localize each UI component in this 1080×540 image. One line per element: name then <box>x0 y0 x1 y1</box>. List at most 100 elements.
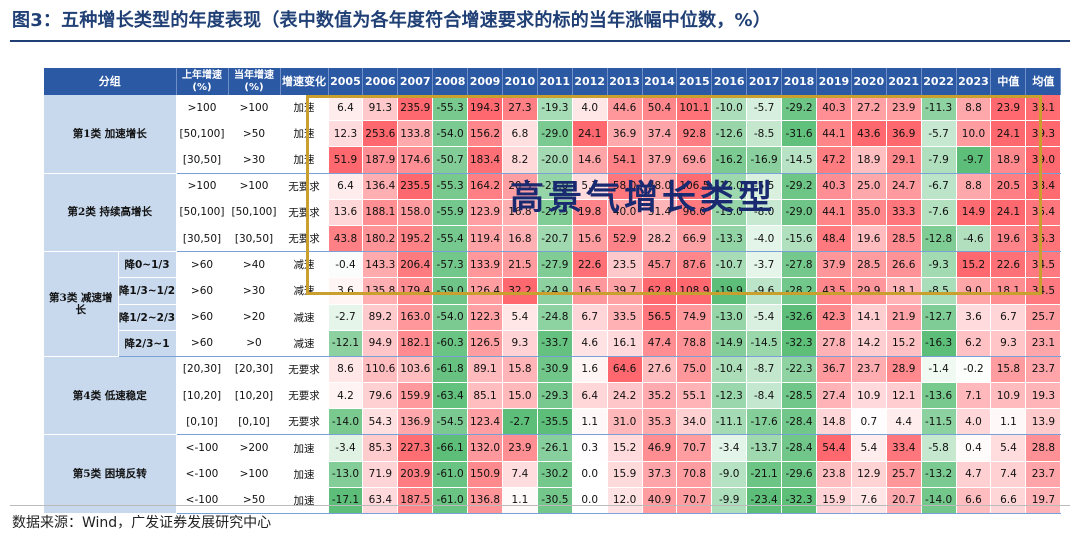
value-cell-2013: 58.0 <box>607 173 643 200</box>
value-cell-2022: -13.6 <box>921 382 957 410</box>
header-year-2005: 2005 <box>328 68 364 95</box>
value-cell-2021: 26.6 <box>886 251 922 279</box>
value-cell-2023: 4.7 <box>956 461 992 488</box>
value-cell-2016: -12.6 <box>711 120 748 148</box>
value-cell-2020: 14.2 <box>851 330 887 357</box>
header-year-2014: 2014 <box>642 68 678 95</box>
value-cell-2005: 43.8 <box>328 225 364 253</box>
prev-growth-cell: >60 <box>176 277 229 305</box>
value-cell-2005: -17.1 <box>328 487 364 515</box>
value-cell-2015: 70.7 <box>676 434 713 462</box>
value-cell-2010: 32.2 <box>502 277 538 305</box>
growth-change-cell: 加速 <box>280 146 329 174</box>
value-cell-2006: 143.3 <box>362 251 399 279</box>
value-cell-2023: 10.0 <box>956 120 992 148</box>
value-cell-2022: -1.4 <box>921 356 957 384</box>
value-cell-2009: 126.4 <box>467 277 503 305</box>
group-label: 第4类 低速稳定 <box>44 356 177 436</box>
value-cell-2023: 9.0 <box>956 277 992 305</box>
prev-growth-cell: [0,10] <box>176 408 229 436</box>
header-year-2017: 2017 <box>746 68 783 95</box>
header-year-2009: 2009 <box>467 68 503 95</box>
value-cell-2006: 54.3 <box>362 408 399 436</box>
curr-growth-cell: [50,100] <box>228 199 281 226</box>
value-cell-2013: 12.0 <box>607 487 643 515</box>
value-cell-2019: 36.7 <box>816 356 852 384</box>
table-row: 第5类 困境反转 <-100 >200 加速 -3.4 85.3 227.3 -66.1 132… <box>44 434 1062 514</box>
value-cell-2008: -61.0 <box>432 487 469 515</box>
value-cell-2019: 27.4 <box>816 382 852 410</box>
value-cell-2019: 43.5 <box>816 277 852 305</box>
value-cell-2016: -10.4 <box>711 356 748 384</box>
median-cell: 15.8 <box>990 356 1027 384</box>
value-cell-2019: 44.1 <box>816 120 852 148</box>
value-cell-2015: 96.0 <box>676 199 713 226</box>
header-year-2015: 2015 <box>676 68 713 95</box>
value-cell-2006: 85.3 <box>362 434 399 462</box>
table-row: 第3类 减速增长 降0~1/3 >60 >40 减速 -0.4 143.3 206.4 -57.… <box>44 251 1062 357</box>
prev-growth-cell: <-100 <box>176 487 229 515</box>
value-cell-2007: 206.4 <box>397 251 434 279</box>
value-cell-2013: 15.2 <box>607 434 643 462</box>
value-cell-2017: -23.4 <box>746 487 783 515</box>
value-cell-2015: 75.0 <box>676 356 713 384</box>
group-label: 第5类 困境反转 <box>44 434 177 514</box>
mean-cell: 36.3 <box>1025 225 1062 253</box>
value-cell-2006: 94.9 <box>362 330 399 357</box>
value-cell-2010: 1.1 <box>502 487 538 515</box>
median-cell: 6.7 <box>990 304 1027 331</box>
curr-growth-cell: >100 <box>228 173 281 200</box>
value-cell-2014: 31.4 <box>642 199 678 226</box>
figure-title: 图3：五种增长类型的年度表现（表中数值为各年度符合增速要求的标的当年涨幅中位数，… <box>12 10 771 31</box>
mean-cell: 34.5 <box>1025 251 1062 279</box>
value-cell-2014: 40.9 <box>642 487 678 515</box>
value-cell-2007: 235.5 <box>397 173 434 200</box>
mean-cell: 39.0 <box>1025 146 1062 174</box>
value-cell-2015: 70.8 <box>676 461 713 488</box>
mean-cell: 35.4 <box>1025 199 1062 226</box>
value-cell-2006: 187.9 <box>362 146 399 174</box>
table-row: 第2类 持续高增长 >100 >100 无要求 6.4 136.4 235.5 -55.3 16… <box>44 173 1062 253</box>
value-cell-2023: -4.6 <box>956 225 992 253</box>
value-cell-2012: 15.6 <box>572 225 608 253</box>
overlay-annotation: 高景气增长类型 <box>510 178 776 218</box>
header-year-2010: 2010 <box>502 68 538 95</box>
value-cell-2011: -23.0 <box>537 173 573 200</box>
value-cell-2020: 27.2 <box>851 95 887 122</box>
value-cell-2005: -13.0 <box>328 461 364 488</box>
value-cell-2016: -14.9 <box>711 330 748 357</box>
value-cell-2021: 4.4 <box>886 408 922 436</box>
header-prev-growth: 上年增速(%) <box>176 68 229 95</box>
value-cell-2013: 36.9 <box>607 120 643 148</box>
header-group: 分组 <box>44 68 177 95</box>
value-cell-2012: 1.6 <box>572 356 608 384</box>
growth-change-cell: 无要求 <box>280 382 329 410</box>
value-cell-2008: -57.3 <box>432 251 469 279</box>
mean-cell: 19.7 <box>1025 487 1062 515</box>
value-cell-2023: 7.1 <box>956 382 992 410</box>
value-cell-2020: 23.7 <box>851 356 887 384</box>
value-cell-2007: 187.5 <box>397 487 434 515</box>
value-cell-2007: 227.3 <box>397 434 434 462</box>
value-cell-2009: 194.3 <box>467 95 503 122</box>
value-cell-2013: 16.1 <box>607 330 643 357</box>
table-row: [30,50] >30 加速 51.9 187.9 174.6 -50.7 183.4 8.2-… <box>44 146 1062 174</box>
value-cell-2020: 19.6 <box>851 225 887 253</box>
value-cell-2006: 63.4 <box>362 487 399 515</box>
value-cell-2023: 14.9 <box>956 199 992 226</box>
curr-growth-cell: >50 <box>228 120 281 148</box>
value-cell-2023: 4.0 <box>956 408 992 436</box>
table-row: <-100 >50 加速 -17.1 63.4 187.5 -61.0 136.8 1.1 -30… <box>44 487 1062 515</box>
value-cell-2009: 136.8 <box>467 487 503 515</box>
median-cell: 1.1 <box>990 408 1027 436</box>
value-cell-2018: -29.6 <box>781 461 817 488</box>
value-cell-2017: -8.0 <box>746 199 783 226</box>
value-cell-2008: -55.3 <box>432 95 469 122</box>
header-median: 中值 <box>990 68 1027 95</box>
value-cell-2005: 6.4 <box>328 173 364 200</box>
value-cell-2015: 34.0 <box>676 408 713 436</box>
value-cell-2017: -5.7 <box>746 95 783 122</box>
value-cell-2015: 55.1 <box>676 382 713 410</box>
value-cell-2014: 45.7 <box>642 251 678 279</box>
median-cell: 18.9 <box>990 146 1027 174</box>
